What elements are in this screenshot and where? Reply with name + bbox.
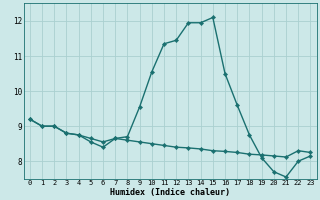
- X-axis label: Humidex (Indice chaleur): Humidex (Indice chaleur): [110, 188, 230, 197]
